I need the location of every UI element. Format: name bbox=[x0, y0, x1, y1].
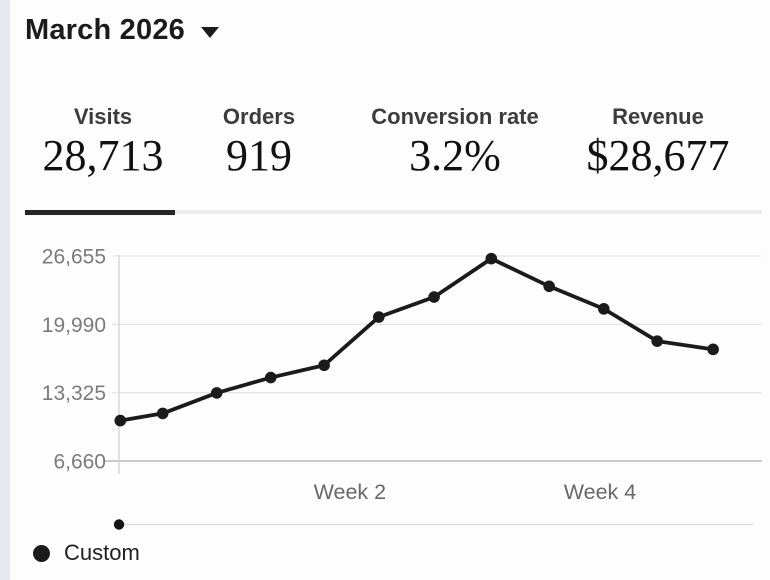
y-axis-tick-label: 19,990 bbox=[42, 314, 106, 337]
legend-label: Custom bbox=[64, 540, 140, 565]
timeline-handle-dot[interactable] bbox=[113, 519, 125, 530]
stat-label: Conversion rate bbox=[371, 104, 539, 129]
data-point[interactable] bbox=[543, 280, 555, 293]
data-point[interactable] bbox=[264, 371, 277, 384]
chevron-down-icon bbox=[201, 27, 219, 38]
stat-indicator-active bbox=[25, 209, 175, 215]
stat-value: 919 bbox=[226, 131, 292, 180]
page-title: March 2026 bbox=[25, 14, 185, 46]
data-point[interactable] bbox=[114, 414, 127, 427]
data-point[interactable] bbox=[372, 311, 385, 323]
stat-label: Visits bbox=[73, 104, 133, 129]
data-point[interactable] bbox=[156, 407, 169, 420]
data-point[interactable] bbox=[210, 387, 223, 399]
left-edge-strip bbox=[0, 0, 10, 580]
legend-dot-icon bbox=[33, 544, 50, 562]
stat-tab-revenue[interactable]: Revenue $28,677 bbox=[586, 104, 730, 180]
stat-tab-visits[interactable]: Visits 28,713 bbox=[42, 104, 164, 180]
stat-value: $28,677 bbox=[586, 131, 730, 180]
data-point[interactable] bbox=[651, 335, 663, 347]
stat-label: Revenue bbox=[612, 104, 704, 129]
data-point[interactable] bbox=[485, 252, 498, 265]
stat-label: Orders bbox=[222, 104, 296, 129]
stat-indicator-track bbox=[25, 209, 762, 215]
y-axis-tick-label: 26,655 bbox=[42, 246, 106, 269]
x-axis-label: Week 4 bbox=[564, 480, 637, 504]
stat-tab-orders[interactable]: Orders 919 bbox=[222, 104, 296, 180]
stat-value: 3.2% bbox=[409, 131, 501, 180]
series-line bbox=[118, 256, 716, 423]
data-point[interactable] bbox=[428, 291, 440, 303]
legend-item-custom[interactable]: Custom bbox=[33, 540, 140, 566]
y-axis-tick-label: 6,660 bbox=[53, 451, 106, 474]
data-point[interactable] bbox=[598, 303, 610, 315]
date-range-selector[interactable]: March 2026 bbox=[25, 14, 219, 47]
data-point[interactable] bbox=[318, 359, 330, 372]
x-axis-label: Week 2 bbox=[314, 480, 387, 504]
stat-tab-conversion-rate[interactable]: Conversion rate 3.2% bbox=[371, 104, 539, 180]
stat-value: 28,713 bbox=[42, 131, 164, 180]
data-point[interactable] bbox=[707, 343, 719, 356]
y-axis-tick-label: 13,325 bbox=[42, 382, 106, 405]
